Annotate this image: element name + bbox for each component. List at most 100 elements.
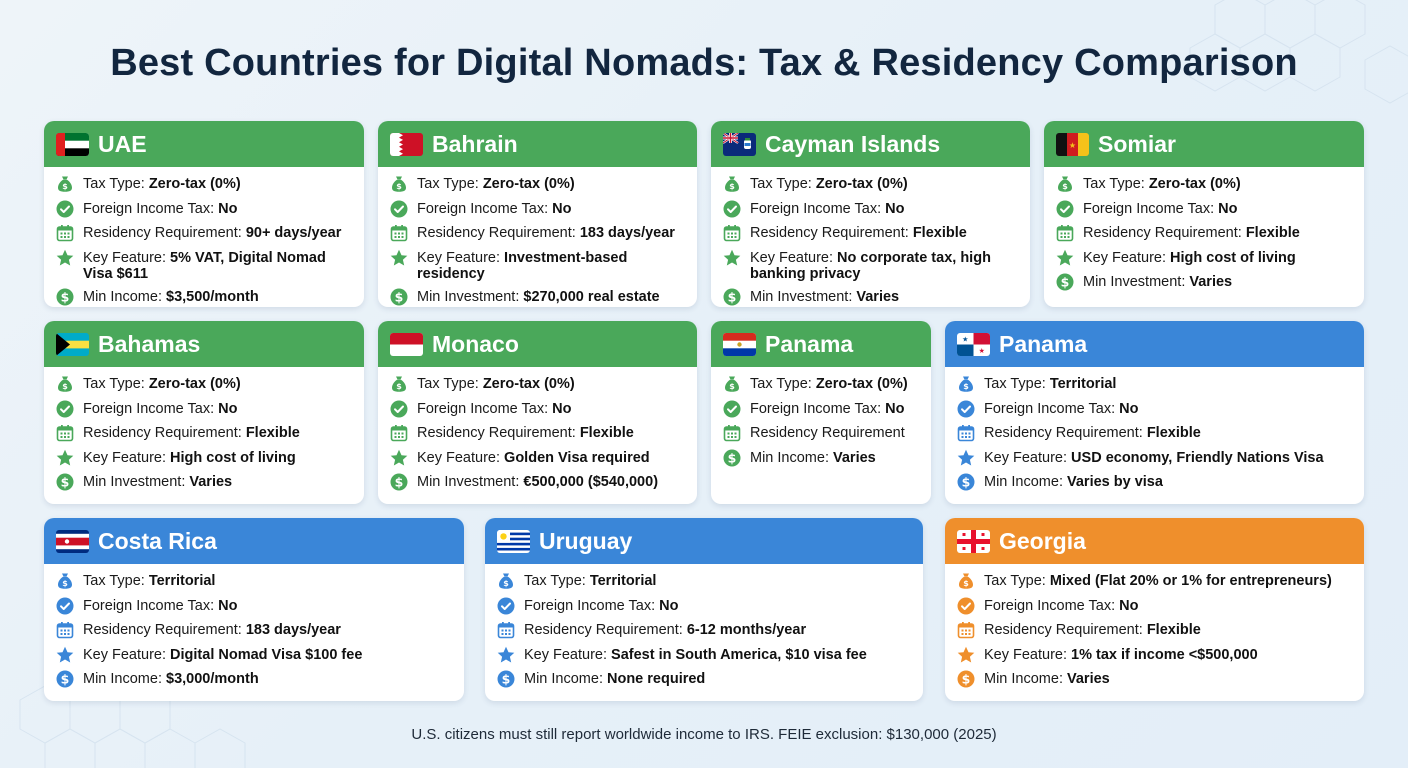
info-label: Key Feature: — [1083, 249, 1171, 266]
footer-note: U.S. citizens must still report worldwid… — [411, 726, 997, 743]
country-name: Somiar — [1098, 130, 1176, 157]
info-row: Foreign Income Tax: No — [957, 401, 1352, 418]
panama-flag-icon: ★ ★ — [957, 332, 990, 356]
info-label: Foreign Income Tax: — [83, 597, 219, 614]
info-label: Key Feature: — [524, 646, 612, 663]
info-label: Min Income: — [524, 671, 607, 688]
info-label: Foreign Income Tax: — [83, 400, 219, 417]
info-row: Min Income: None required — [497, 671, 911, 688]
info-row: Residency Requirement: Flexible — [723, 225, 1018, 242]
info-text: Tax Type: Zero-tax (0%) — [83, 376, 241, 392]
calendar-icon — [957, 621, 975, 639]
info-row: Foreign Income Tax: No — [56, 598, 452, 615]
info-value: High cost of living — [170, 449, 296, 466]
money-bag-icon — [497, 572, 515, 590]
info-row: Min Investment: €500,000 ($540,000) — [390, 474, 685, 491]
info-row: Foreign Income Tax: No — [723, 201, 1018, 218]
info-text: Foreign Income Tax: No — [417, 201, 571, 217]
star-icon — [390, 249, 408, 267]
country-card-cayman-islands: Cayman Islands Tax Type: Zero-tax (0%) For… — [711, 121, 1030, 307]
money-bag-icon — [56, 175, 74, 193]
info-text: Tax Type: Mixed (Flat 20% or 1% for entr… — [984, 573, 1332, 589]
cayman-flag-icon — [723, 132, 756, 156]
info-label: Tax Type: — [83, 376, 149, 392]
info-row: Tax Type: Zero-tax (0%) — [723, 176, 1018, 193]
card-header: Monaco — [378, 321, 697, 367]
star-icon — [957, 646, 975, 664]
info-value: €500,000 ($540,000) — [523, 474, 659, 491]
info-label: Min Income: — [984, 671, 1067, 688]
card-body: Tax Type: Zero-tax (0%) Foreign Income Ta… — [378, 367, 697, 491]
info-row: Foreign Income Tax: No — [56, 201, 352, 218]
check-circle-icon — [723, 400, 741, 418]
dollar-circle-icon — [390, 288, 408, 306]
info-label: Min Investment: — [83, 474, 190, 491]
country-card-panama: ★ ★ Panama Tax Type: Territorial Foreign Inc… — [945, 321, 1364, 504]
info-value: No — [218, 597, 238, 614]
info-row: Min Investment: Varies — [56, 474, 352, 491]
info-label: Residency Requirement — [750, 425, 905, 442]
info-value: No — [1119, 400, 1139, 417]
info-row: Tax Type: Zero-tax (0%) — [723, 376, 919, 393]
card-body: Tax Type: Zero-tax (0%) Foreign Income Ta… — [378, 167, 697, 306]
country-card-bahrain: Bahrain Tax Type: Zero-tax (0%) Foreign In… — [378, 121, 697, 307]
monaco-flag-icon — [390, 332, 423, 356]
info-row: Residency Requirement: 90+ days/year — [56, 225, 352, 242]
money-bag-icon — [957, 375, 975, 393]
info-value: 183 days/year — [579, 225, 675, 242]
info-label: Residency Requirement: — [417, 225, 580, 242]
info-text: Residency Requirement: 6-12 months/year — [524, 622, 806, 638]
card-header: UAE — [44, 121, 364, 167]
info-label: Key Feature: — [750, 249, 838, 266]
dollar-circle-icon — [56, 670, 74, 688]
country-card-uae: UAE Tax Type: Zero-tax (0%) Foreign Income… — [44, 121, 364, 307]
info-row: Min Income: $3,500/month — [56, 289, 352, 306]
bahrain-flag-icon — [390, 132, 423, 156]
info-label: Foreign Income Tax: — [750, 200, 886, 217]
check-circle-icon — [390, 400, 408, 418]
check-circle-icon — [723, 200, 741, 218]
info-value: Mixed (Flat 20% or 1% for entrepreneurs) — [1049, 573, 1332, 589]
calendar-icon — [1056, 224, 1074, 242]
info-label: Min Income: — [750, 449, 833, 466]
country-card-costa-rica: Costa Rica Tax Type: Territorial Foreign I… — [44, 518, 464, 701]
info-text: Min Investment: $270,000 real estate — [417, 289, 660, 305]
info-text: Key Feature: Golden Visa required — [417, 450, 650, 466]
info-text: Tax Type: Zero-tax (0%) — [1083, 176, 1241, 192]
info-row: Tax Type: Zero-tax (0%) — [56, 376, 352, 393]
info-value: Digital Nomad Visa $100 fee — [170, 646, 363, 663]
info-label: Foreign Income Tax: — [417, 400, 553, 417]
info-value: No — [218, 400, 238, 417]
info-value: Zero-tax (0%) — [482, 376, 575, 392]
money-bag-icon — [56, 375, 74, 393]
info-text: Min Income: None required — [524, 671, 705, 687]
calendar-icon — [56, 424, 74, 442]
info-label: Residency Requirement: — [984, 425, 1147, 442]
bahamas-flag-icon — [56, 332, 89, 356]
uruguay-flag-icon — [497, 529, 530, 553]
info-text: Residency Requirement: 90+ days/year — [83, 225, 341, 241]
info-row: Key Feature: High cost of living — [1056, 250, 1352, 267]
info-label: Residency Requirement: — [1083, 225, 1246, 242]
card-body: Tax Type: Zero-tax (0%) Foreign Income Ta… — [711, 167, 1030, 306]
georgia-flag-icon — [957, 529, 990, 553]
country-name: Panama — [765, 330, 854, 357]
country-card-monaco: Monaco Tax Type: Zero-tax (0%) Foreign Inc… — [378, 321, 697, 504]
info-row: Residency Requirement: Flexible — [1056, 225, 1352, 242]
info-row: Min Investment: Varies — [1056, 274, 1352, 291]
card-header: Uruguay — [485, 518, 923, 564]
info-row: Residency Requirement: 6-12 months/year — [497, 622, 911, 639]
info-row: Residency Requirement — [723, 425, 919, 442]
info-value: Territorial — [1049, 376, 1117, 392]
info-text: Tax Type: Zero-tax (0%) — [750, 376, 908, 392]
country-name: Uruguay — [539, 527, 633, 554]
calendar-icon — [723, 424, 741, 442]
info-row: Residency Requirement: Flexible — [957, 425, 1352, 442]
svg-text:★: ★ — [1069, 141, 1076, 150]
costa-rica-flag-icon — [56, 529, 89, 553]
star-icon — [497, 646, 515, 664]
money-bag-icon — [56, 572, 74, 590]
info-value: None required — [607, 671, 706, 688]
info-row: Residency Requirement: 183 days/year — [390, 225, 685, 242]
info-text: Key Feature: 5% VAT, Digital Nomad Visa … — [83, 250, 352, 282]
